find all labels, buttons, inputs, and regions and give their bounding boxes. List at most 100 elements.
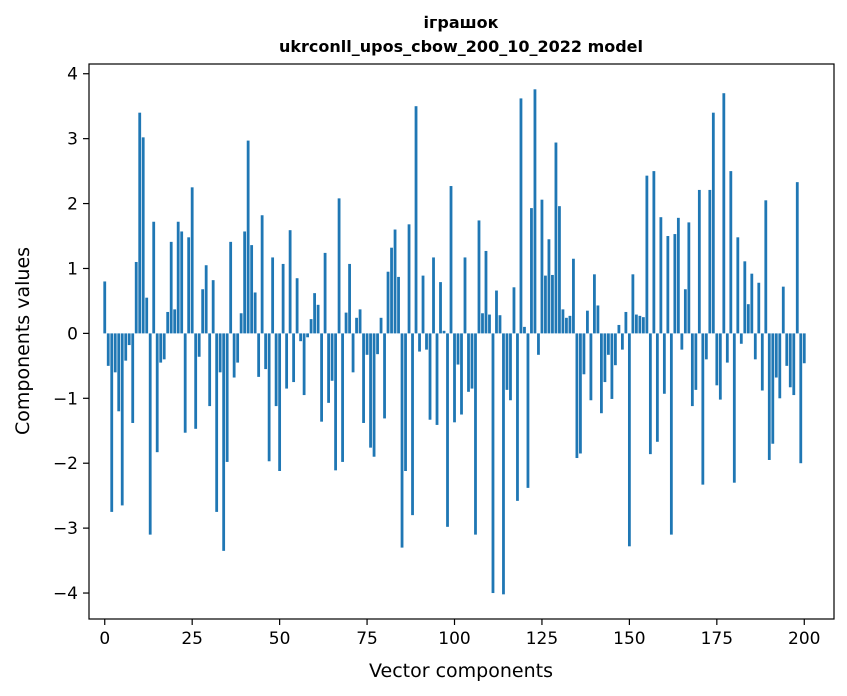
bar-32 [215, 333, 219, 512]
bar-25 [190, 187, 194, 334]
bar-133 [568, 315, 572, 334]
y-tick-label: 2 [67, 195, 78, 215]
bar-179 [729, 171, 733, 334]
bar-74 [362, 333, 365, 423]
bar-135 [575, 333, 579, 459]
bar-49 [274, 333, 278, 407]
bar-137 [582, 333, 586, 375]
bar-121 [526, 333, 530, 488]
bar-63 [323, 252, 327, 334]
bars-group [103, 89, 806, 595]
bar-81 [386, 271, 390, 334]
bar-198 [795, 182, 799, 334]
bar-199 [799, 333, 803, 464]
bar-65 [330, 333, 334, 381]
bar-149 [624, 311, 628, 334]
bar-77 [372, 333, 376, 457]
bar-75 [365, 333, 369, 355]
x-tick-label: 25 [181, 629, 203, 649]
bar-129 [554, 142, 558, 334]
bar-168 [690, 333, 694, 407]
bar-134 [572, 258, 575, 334]
bar-148 [620, 333, 624, 350]
bar-72 [355, 317, 358, 334]
bar-185 [750, 273, 754, 334]
bar-130 [558, 206, 561, 334]
bar-114 [502, 333, 505, 595]
bar-138 [586, 310, 589, 334]
bar-191 [771, 333, 775, 444]
bar-177 [722, 93, 726, 334]
bar-159 [659, 217, 663, 334]
bar-38 [236, 333, 240, 363]
bar-3 [113, 333, 117, 373]
bar-160 [662, 333, 666, 394]
bar-154 [641, 317, 645, 334]
bar-36 [229, 241, 233, 334]
bar-140 [593, 274, 596, 334]
bar-190 [767, 333, 771, 460]
bar-115 [505, 333, 509, 390]
bar-44 [257, 333, 261, 377]
bar-146 [614, 333, 617, 366]
bar-0 [103, 281, 107, 334]
bar-122 [530, 208, 533, 334]
bar-118 [516, 333, 519, 501]
bar-172 [704, 333, 708, 360]
bar-56 [299, 333, 303, 342]
bar-144 [607, 333, 610, 355]
bar-97 [442, 330, 446, 334]
bar-69 [344, 312, 348, 334]
bar-59 [309, 319, 313, 334]
bar-169 [694, 333, 698, 390]
bar-53 [288, 230, 292, 334]
bar-109 [484, 250, 488, 334]
chart-title-line2: ukrconll_upos_cbow_200_10_2022 model [279, 37, 643, 56]
y-tick-label: −2 [53, 454, 78, 474]
bar-83 [393, 229, 397, 334]
bar-188 [760, 333, 764, 391]
bar-47 [267, 333, 271, 462]
bar-200 [802, 333, 806, 364]
bar-48 [271, 257, 275, 334]
bar-195 [785, 333, 789, 366]
bar-24 [187, 237, 191, 334]
bar-176 [718, 333, 722, 400]
bar-78 [376, 333, 379, 355]
bar-41 [246, 140, 250, 334]
bar-62 [320, 333, 323, 422]
bar-12 [145, 297, 149, 334]
bar-127 [547, 239, 551, 334]
bar-19 [169, 241, 173, 334]
x-axis-label: Vector components [369, 660, 553, 682]
bar-55 [295, 278, 299, 334]
bar-111 [491, 333, 495, 594]
bar-39 [239, 313, 243, 334]
bar-147 [617, 324, 621, 334]
bar-6 [124, 333, 128, 361]
bar-14 [152, 221, 156, 334]
bar-10 [138, 112, 142, 334]
bar-161 [666, 236, 670, 334]
bar-113 [498, 315, 502, 334]
bar-98 [446, 333, 449, 527]
x-tick-label: 150 [613, 629, 645, 649]
bar-136 [579, 333, 582, 454]
bar-174 [711, 112, 715, 334]
chart-title-line1: іграшок [424, 13, 499, 32]
bar-8 [131, 333, 135, 423]
bar-89 [414, 106, 418, 334]
bar-187 [757, 282, 761, 334]
bar-93 [428, 333, 432, 420]
bar-42 [250, 245, 254, 334]
bar-94 [432, 257, 435, 334]
y-tick-label: −3 [53, 519, 78, 539]
bar-20 [173, 309, 177, 334]
bar-21 [176, 221, 180, 334]
bar-162 [669, 333, 673, 535]
bar-103 [463, 257, 467, 334]
bar-16 [159, 333, 163, 363]
bar-51 [281, 263, 285, 334]
bar-58 [306, 333, 309, 338]
